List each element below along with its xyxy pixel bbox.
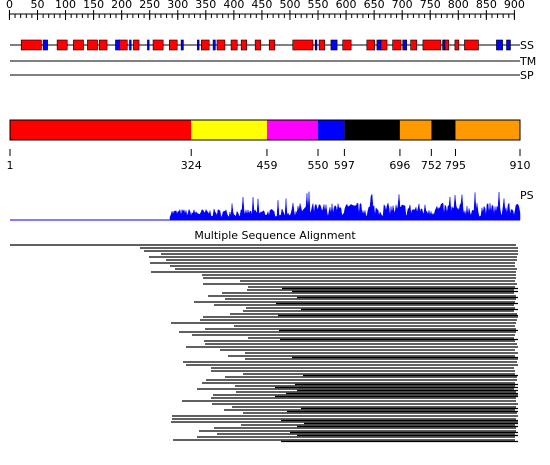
boundary-label: 910: [510, 159, 531, 172]
strand: [496, 39, 503, 51]
ruler-tick-label: 850: [476, 0, 497, 11]
ruler-tick-label: 250: [139, 0, 160, 11]
tm-label: TM: [519, 55, 536, 68]
helix: [454, 39, 460, 51]
helix: [230, 39, 238, 51]
ruler-tick-label: 500: [279, 0, 300, 11]
domain: [10, 120, 192, 140]
ruler-tick-label: 300: [167, 0, 188, 11]
boundary-label: 550: [308, 159, 329, 172]
helix: [268, 39, 276, 51]
helix: [73, 39, 84, 51]
ruler-tick-label: 700: [392, 0, 413, 11]
helix: [201, 39, 210, 51]
domain: [399, 120, 432, 140]
helix: [216, 39, 226, 51]
helix: [56, 39, 68, 51]
helix: [392, 39, 402, 51]
ruler-tick-label: 750: [420, 0, 441, 11]
boundary-label: 324: [181, 159, 202, 172]
ruler-tick-label: 200: [111, 0, 132, 11]
ruler-tick-label: 800: [448, 0, 469, 11]
domain: [431, 120, 456, 140]
strand: [42, 39, 48, 51]
boundary-label: 459: [256, 159, 277, 172]
helix: [133, 39, 140, 51]
helix: [98, 39, 108, 51]
ruler-tick-label: 550: [308, 0, 329, 11]
strand: [212, 39, 216, 51]
strand: [376, 39, 382, 51]
helix: [292, 39, 314, 51]
ruler-tick-label: 450: [251, 0, 272, 11]
helix: [422, 39, 442, 51]
helix: [20, 39, 42, 51]
boundary-label: 696: [389, 159, 410, 172]
helix: [444, 39, 450, 51]
strand: [180, 39, 184, 51]
ruler-tick-label: 400: [223, 0, 244, 11]
ps-profile: [169, 191, 521, 221]
ruler-tick-label: 100: [55, 0, 76, 11]
boundary-label: 795: [445, 159, 466, 172]
ruler-tick-label: 350: [195, 0, 216, 11]
helix: [366, 39, 375, 51]
domain: [266, 120, 319, 140]
helix: [318, 39, 326, 51]
strand: [314, 39, 318, 51]
strand: [442, 39, 446, 51]
ruler-tick-label: 900: [504, 0, 525, 11]
helix: [410, 39, 418, 51]
strand: [129, 39, 132, 51]
domain: [318, 120, 345, 140]
strand: [506, 39, 511, 51]
helix: [254, 39, 262, 51]
msa-title: Multiple Sequence Alignment: [194, 229, 356, 242]
strand: [330, 39, 338, 51]
strand: [402, 39, 407, 51]
helix: [342, 39, 352, 51]
domain: [344, 120, 400, 140]
helix: [152, 39, 164, 51]
strand: [147, 39, 150, 51]
ps-label: PS: [520, 189, 534, 202]
helix: [119, 39, 128, 51]
helix: [464, 39, 479, 51]
domain: [191, 120, 267, 140]
helix: [169, 39, 178, 51]
sp-label: SP: [520, 69, 534, 82]
boundary-label: 597: [334, 159, 355, 172]
helix: [87, 39, 98, 51]
helix: [240, 39, 248, 51]
ruler-tick-label: 150: [83, 0, 104, 11]
domain: [455, 120, 520, 140]
ruler-tick-label: 600: [336, 0, 357, 11]
domain-outline: [9, 119, 521, 141]
ruler-tick-label: 0: [6, 0, 13, 11]
helix: [380, 39, 388, 51]
strand: [115, 39, 120, 51]
boundary-label: 752: [421, 159, 442, 172]
ruler-tick-label: 50: [30, 0, 44, 11]
strand: [197, 39, 200, 51]
boundary-label: 1: [7, 159, 14, 172]
ss-label: SS: [520, 39, 534, 52]
ruler-tick-label: 650: [364, 0, 385, 11]
